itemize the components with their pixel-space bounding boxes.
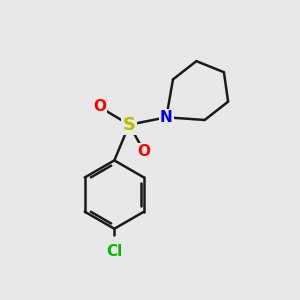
Text: O: O [93, 99, 106, 114]
Text: O: O [138, 144, 151, 159]
Text: N: N [160, 110, 173, 125]
Text: S: S [123, 116, 136, 134]
Text: Cl: Cl [106, 244, 122, 259]
